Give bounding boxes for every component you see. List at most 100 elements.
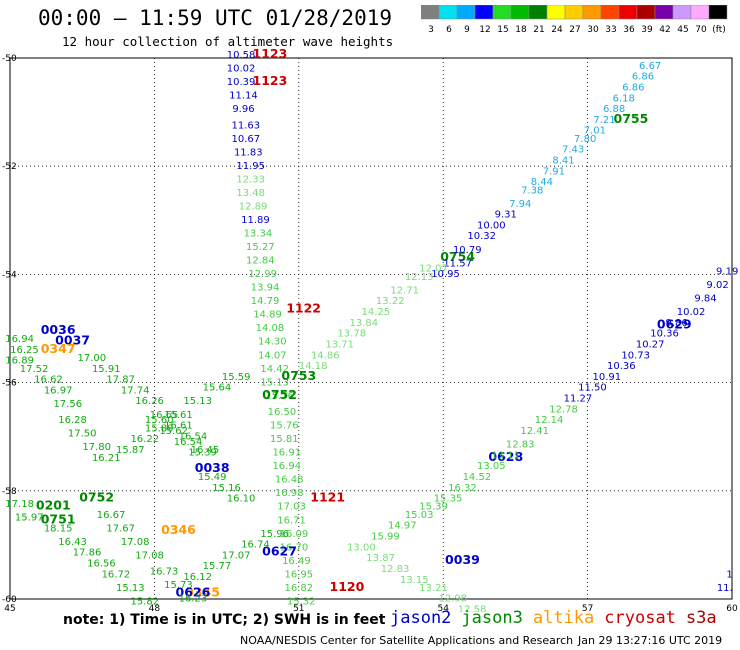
pass-time-label: 0754 [440, 249, 475, 264]
track-vertical-north-green: 12.33 13.48 12.89 [236, 174, 267, 212]
wave-height-value: 16.71 [277, 515, 306, 526]
lat-tick-label: -56 [2, 379, 17, 389]
wave-height-value: 16.61 [164, 421, 193, 432]
wave-height-value: 7.94 [509, 199, 531, 210]
wave-height-value: 16.72 [102, 569, 131, 580]
legend-s3a: s3a [685, 608, 717, 628]
legend-jason3: jason3 [461, 608, 523, 628]
wave-height-value: 16.22 [130, 434, 159, 445]
colorbar-label: 12 [479, 25, 490, 35]
map-subtitle: 12 hour collection of altimeter wave hei… [62, 34, 394, 49]
track-vertical-mid: 11.89 [241, 215, 270, 226]
wave-height-value: 15.96 [260, 529, 289, 540]
track-0754: 0754 [440, 249, 475, 264]
wave-height-value: 12.07 [419, 264, 448, 275]
track-0038: 0038 [195, 460, 230, 475]
wave-height-value: 15.62 [159, 426, 188, 437]
wave-height-value: 15.39 [188, 448, 217, 459]
wave-height-value: 17.87 [106, 375, 135, 386]
wave-height-value: 16.95 [284, 569, 313, 580]
wave-height-value: 14.30 [258, 337, 287, 348]
wave-height-value: 7.80 [574, 134, 596, 145]
track-0347: 0347 [41, 341, 76, 356]
wave-height-value: 16.45 [191, 445, 220, 456]
track-0626: 0626 [176, 584, 211, 599]
pass-time-label: 0628 [488, 449, 523, 464]
wave-height-value: 12.98 [439, 594, 468, 605]
wave-height-value: 17.80 [82, 442, 111, 453]
wave-height-colorbar: 3 6 9 12 15 18 21 24 27 30 33 36 39 42 45 70 (ft) [421, 5, 728, 35]
wave-height-value: 17.74 [121, 385, 150, 396]
wave-height-value: 16.48 [275, 475, 304, 486]
axis-tick-labels: 45 48 51 54 57 60 -50 -52 -54 -56 -58 -60 [2, 54, 738, 612]
pass-time-label: 0627 [262, 544, 297, 559]
wave-height-value: 16.21 [92, 453, 121, 464]
pass-time-label: 1123 [253, 46, 288, 61]
wave-height-value: 15.60 [145, 415, 174, 426]
wave-height-value: 11.14 [229, 91, 258, 102]
lon-tick-label: 48 [149, 604, 161, 612]
wave-height-value: 13.34 [244, 229, 273, 240]
wave-height-value: 11.95 [236, 161, 265, 172]
wave-height-value: 15.97 [15, 513, 44, 524]
wave-height-value: 15.64 [203, 383, 232, 394]
wave-height-value: 10.73 [621, 350, 650, 361]
wave-height-value: 15.16 [212, 483, 241, 494]
legend-altika: altika [532, 608, 595, 628]
track-1122: 1122 [286, 300, 321, 315]
wave-height-value: 12.83 [381, 564, 410, 575]
wave-height-value: 14.25 [361, 307, 390, 318]
wave-height-value: 16.94 [272, 461, 301, 472]
pass-time-label: 1122 [286, 300, 321, 315]
pass-time-label: 0751 [41, 511, 76, 526]
wave-height-value: 14.79 [251, 296, 280, 307]
colorbar-label: 9 [464, 25, 470, 35]
track-0346: 0346 [161, 522, 196, 537]
wave-height-value: 16.73 [150, 567, 179, 578]
pass-time-label: 0038 [195, 460, 230, 475]
wave-height-value: 15.32 [287, 596, 316, 607]
wave-height-value: 13.71 [325, 339, 354, 350]
wave-height-value: 10.95 [431, 269, 460, 280]
pass-time-label: 0036 [41, 322, 76, 337]
wave-height-value: 16.28 [58, 415, 87, 426]
wave-height-value: 15.89 [145, 423, 174, 434]
wave-height-value: 9.31 [495, 210, 517, 221]
wave-height-value: 10.36 [607, 361, 636, 372]
map-title: 00:00 – 11:59 UTC 01/28/2019 [38, 6, 393, 30]
wave-height-value: 6.86 [622, 82, 644, 93]
wave-height-value: 13.11 [491, 450, 520, 461]
colorbar-label: 42 [659, 25, 670, 35]
wave-height-value: 14.42 [260, 364, 289, 375]
colorbar-label: 70 [695, 25, 707, 35]
wave-height-value: 11.50 [578, 383, 607, 394]
wave-height-value: 7.43 [562, 145, 584, 156]
wave-height-value: 14.52 [463, 472, 492, 483]
wave-height-value: 16.54 [174, 437, 203, 448]
pass-time-label: 0039 [445, 552, 480, 567]
wave-height-value: 16.12 [183, 572, 212, 583]
wave-height-value: 16.56 [87, 559, 116, 570]
wave-height-value: 17.67 [106, 523, 135, 534]
wave-height-value: 10.02 [227, 64, 256, 75]
wave-height-value: 9.02 [706, 280, 728, 291]
wave-height-value: 9.86 [666, 318, 688, 329]
pass-time-label: 1121 [310, 490, 345, 505]
wave-height-value: 16.09 [280, 529, 309, 540]
wave-height-value: 15.77 [203, 561, 232, 572]
wave-height-value: 17.56 [53, 399, 82, 410]
wave-height-value: 16.32 [448, 483, 477, 494]
timestamp-text: Jan 29 13:27:16 UTC 2019 [578, 634, 723, 647]
wave-height-value: 16.65 [150, 410, 179, 421]
colorbar-label: 3 [428, 25, 434, 35]
wave-height-value: 15.91 [92, 364, 121, 375]
colorbar-label: 21 [533, 25, 544, 35]
wave-height-value: 9.19 [716, 266, 738, 277]
wave-height-value: 10.91 [593, 372, 622, 383]
colorbar-label: 30 [587, 25, 599, 35]
lat-tick-label: -54 [2, 270, 17, 280]
